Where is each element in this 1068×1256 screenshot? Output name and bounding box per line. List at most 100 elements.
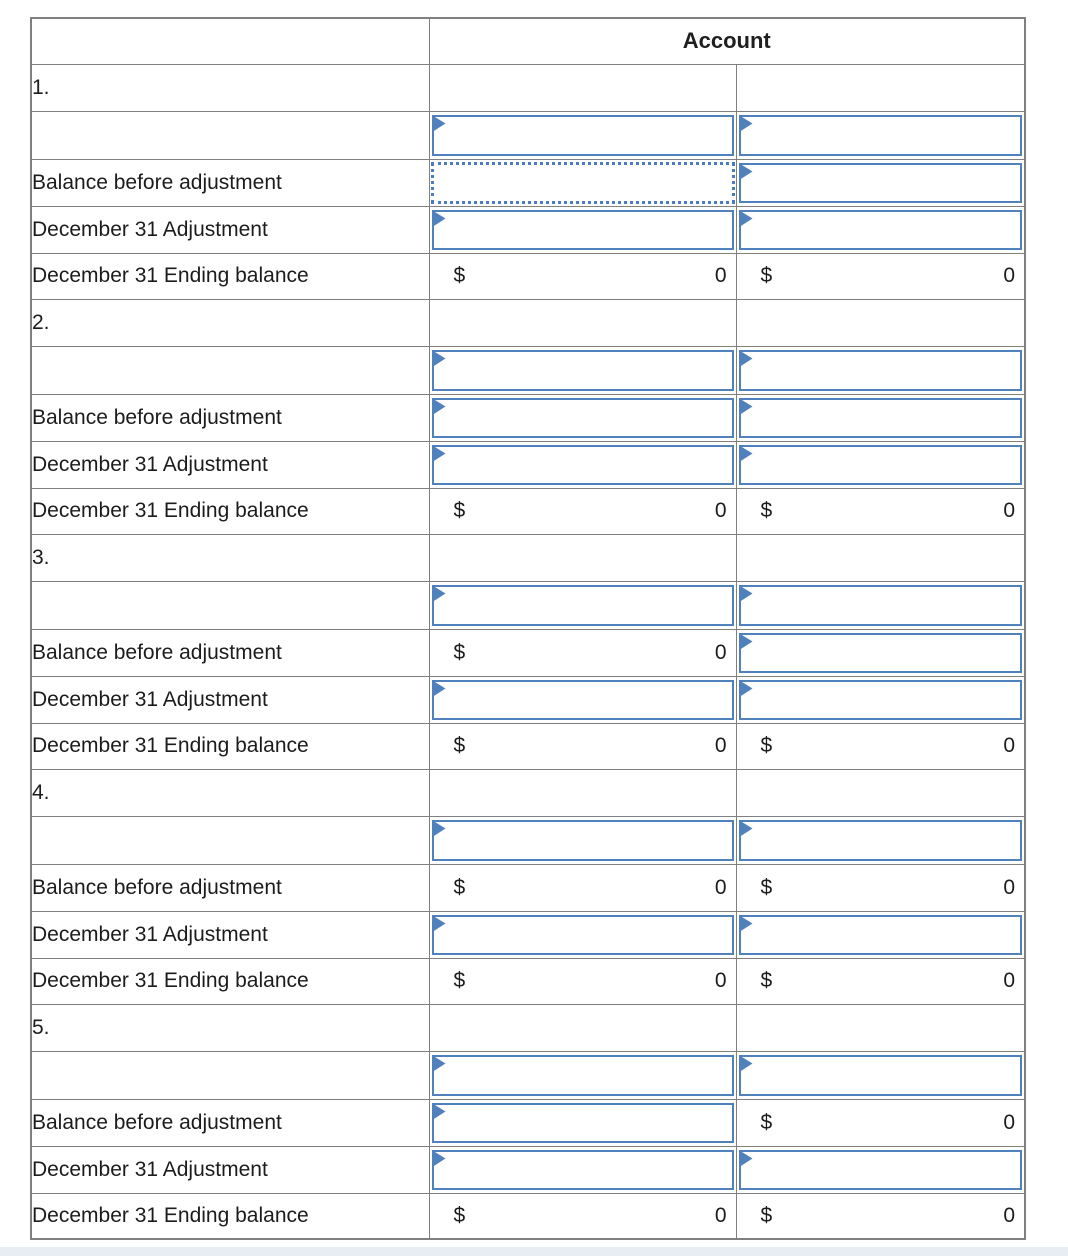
section-number-row: 3. <box>30 533 1026 582</box>
account-input[interactable] <box>738 1149 1022 1190</box>
dropdown-flag-icon <box>739 115 753 132</box>
account-input[interactable] <box>738 444 1022 485</box>
account-cell <box>428 910 737 959</box>
account-input[interactable] <box>431 209 734 250</box>
account-input[interactable] <box>431 584 734 626</box>
amount-value: 0 <box>1003 264 1015 287</box>
money-display: $0 <box>737 1203 1024 1228</box>
account-cell <box>735 1050 1026 1100</box>
account-input[interactable] <box>738 114 1022 156</box>
account-cell <box>735 393 1026 442</box>
account-input[interactable] <box>738 914 1022 955</box>
ending-balance-amount-cell: $0 <box>428 722 737 770</box>
account-input[interactable] <box>431 1149 734 1190</box>
row-label: December 31 Adjustment <box>30 1145 430 1194</box>
currency-symbol: $ <box>760 1110 773 1134</box>
account-input[interactable] <box>431 679 734 720</box>
account-input[interactable] <box>431 1054 734 1096</box>
ending-balance-amount-cell: $0 <box>735 252 1026 300</box>
header-row: Account <box>30 17 1026 65</box>
empty-cell <box>428 63 737 112</box>
row-label <box>30 1050 430 1100</box>
dropdown-flag-icon <box>432 1103 446 1120</box>
dropdown-flag-icon <box>739 633 753 650</box>
money-display: $0 <box>430 499 735 523</box>
account-cell <box>735 1145 1026 1194</box>
dropdown-flag-icon <box>739 398 753 415</box>
table-row <box>30 110 1026 160</box>
account-input[interactable] <box>738 209 1022 250</box>
account-input[interactable] <box>738 584 1022 626</box>
currency-symbol: $ <box>453 640 466 664</box>
account-input[interactable] <box>431 444 734 485</box>
currency-symbol: $ <box>760 1203 773 1227</box>
dropdown-flag-icon <box>739 1055 753 1072</box>
account-input[interactable] <box>738 162 1022 203</box>
amount-value: 0 <box>1003 1110 1015 1134</box>
table-row <box>30 580 1026 630</box>
ending-balance-amount-cell: $0 <box>428 957 737 1005</box>
row-label: December 31 Ending balance <box>30 487 430 535</box>
account-input[interactable] <box>738 819 1022 861</box>
account-input[interactable] <box>738 632 1022 673</box>
row-label: December 31 Ending balance <box>30 1192 430 1240</box>
currency-symbol: $ <box>453 264 466 287</box>
amount-value: 0 <box>1003 734 1015 757</box>
section-number-row: 2. <box>30 298 1026 347</box>
selected-input-cell[interactable] <box>430 161 735 204</box>
account-cell <box>428 675 737 724</box>
currency-symbol: $ <box>453 499 466 522</box>
account-cell <box>735 628 1026 677</box>
amount-value: 0 <box>714 264 727 287</box>
table-row: December 31 Adjustment <box>30 205 1026 254</box>
account-input[interactable] <box>738 1054 1022 1096</box>
account-input[interactable] <box>431 1102 734 1143</box>
account-input[interactable] <box>738 679 1022 720</box>
ending-balance-amount-cell: $0 <box>735 722 1026 770</box>
account-input[interactable] <box>738 397 1022 438</box>
dropdown-flag-icon <box>739 915 753 932</box>
money-display: $0 <box>430 969 735 993</box>
amount-cell: $0 <box>735 1098 1026 1147</box>
table-row: December 31 Ending balance $0 $0 <box>30 722 1026 770</box>
row-label: Balance before adjustment <box>30 158 430 207</box>
section-number: 1. <box>30 63 430 112</box>
account-cell <box>735 110 1026 160</box>
money-display: $0 <box>430 876 735 900</box>
account-input[interactable] <box>738 349 1022 391</box>
ending-balance-amount-cell: $0 <box>428 252 737 300</box>
dropdown-flag-icon <box>432 445 446 462</box>
empty-cell <box>735 63 1026 112</box>
table-row: Balance before adjustment <box>30 393 1026 442</box>
account-input[interactable] <box>431 114 734 156</box>
account-input[interactable] <box>431 819 734 861</box>
account-cell <box>428 815 737 865</box>
dropdown-flag-icon <box>432 1055 446 1072</box>
row-label: Balance before adjustment <box>30 393 430 442</box>
row-label: Balance before adjustment <box>30 863 430 912</box>
amount-value: 0 <box>1003 1203 1015 1227</box>
account-cell <box>428 345 737 395</box>
account-cell <box>428 158 737 207</box>
dropdown-flag-icon <box>432 1150 446 1167</box>
amount-value: 0 <box>1003 875 1015 899</box>
dropdown-flag-icon <box>432 585 446 602</box>
dropdown-flag-icon <box>739 445 753 462</box>
money-display: $0 <box>430 1204 735 1228</box>
currency-symbol: $ <box>760 264 773 287</box>
row-label: December 31 Adjustment <box>30 440 430 489</box>
account-cell <box>735 158 1026 207</box>
table-row: Balance before adjustment $0 $0 <box>30 863 1026 912</box>
money-display: $0 <box>737 499 1024 523</box>
account-cell <box>735 580 1026 630</box>
account-cell <box>428 110 737 160</box>
money-display: $0 <box>430 734 735 758</box>
account-input[interactable] <box>431 349 734 391</box>
amount-value: 0 <box>714 734 727 757</box>
bottom-strip <box>0 1247 1068 1256</box>
account-input[interactable] <box>431 914 734 955</box>
account-cell <box>428 1050 737 1100</box>
table-row: December 31 Adjustment <box>30 440 1026 489</box>
currency-symbol: $ <box>453 969 466 992</box>
account-input[interactable] <box>431 397 734 438</box>
